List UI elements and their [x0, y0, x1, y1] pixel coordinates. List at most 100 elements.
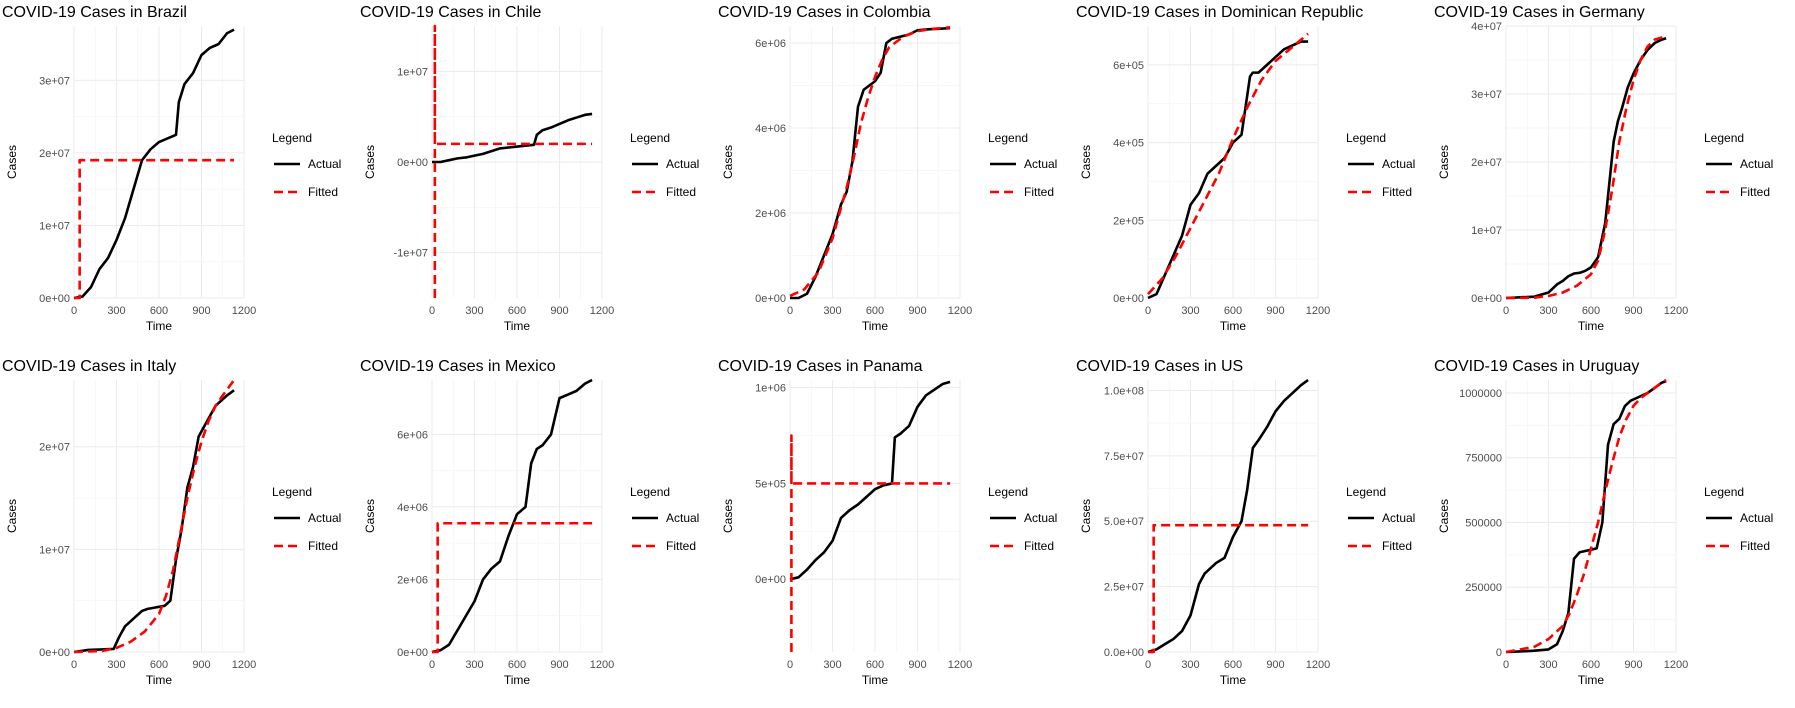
- x-tick-label: 900: [908, 659, 926, 671]
- x-tick-label: 900: [192, 659, 210, 671]
- x-tick-label: 1200: [948, 659, 972, 671]
- legend-label-actual: Actual: [1024, 511, 1057, 525]
- x-tick-label: 300: [1539, 659, 1557, 671]
- series-line-actual: [432, 112, 593, 164]
- y-tick-label: -1e+07: [393, 248, 428, 260]
- x-tick-label: 0: [1145, 659, 1151, 671]
- x-tick-label: 300: [1181, 305, 1199, 317]
- x-tick-label: 600: [150, 659, 168, 671]
- y-tick-label: 3e+07: [1471, 89, 1502, 101]
- legend-label-actual: Actual: [1740, 157, 1773, 171]
- x-axis-label: Time: [1220, 319, 1247, 333]
- legend-label-fitted: Fitted: [1740, 539, 1770, 553]
- series-line-actual: [1505, 380, 1667, 654]
- x-tick-label: 0: [71, 305, 77, 317]
- chart-title: COVID-19 Cases in Colombia: [718, 4, 931, 21]
- series-line-fitted: [74, 158, 235, 300]
- gridlines: [1505, 380, 1677, 653]
- x-tick-label: 300: [107, 305, 125, 317]
- y-tick-label: 4e+06: [755, 123, 786, 135]
- series-line-fitted: [433, 24, 593, 298]
- legend: Legend Actual Fitted: [630, 485, 699, 553]
- chart-title: COVID-19 Cases in Uruguay: [1434, 358, 1639, 375]
- x-tick-label: 1200: [1306, 659, 1330, 671]
- gridlines: [1505, 25, 1677, 299]
- y-tick-label: 250000: [1465, 582, 1502, 594]
- chart-title: COVID-19 Cases in Italy: [2, 358, 176, 375]
- x-tick-label: 900: [192, 305, 210, 317]
- y-tick-label: 500000: [1465, 517, 1502, 529]
- x-tick-label: 300: [107, 659, 125, 671]
- y-tick-label: 3e+07: [39, 75, 70, 87]
- legend-title: Legend: [1346, 131, 1386, 145]
- legend-title: Legend: [272, 131, 312, 145]
- chart-title: COVID-19 Cases in Chile: [360, 4, 542, 21]
- y-tick-label: 0e+00: [755, 293, 786, 305]
- x-tick-label: 1200: [1664, 659, 1688, 671]
- series-line-fitted: [789, 25, 951, 298]
- y-tick-label: 2e+07: [39, 442, 70, 454]
- gridlines: [789, 26, 961, 299]
- x-tick-label: 300: [823, 305, 841, 317]
- gridlines: [73, 380, 245, 653]
- series-line-actual: [789, 380, 951, 581]
- x-tick-label: 900: [1266, 659, 1284, 671]
- y-tick-label: 0e+00: [755, 574, 786, 586]
- legend: Legend Actual Fitted: [272, 131, 341, 199]
- y-axis-label: Cases: [1437, 499, 1451, 533]
- y-tick-label: 6e+05: [1113, 60, 1144, 72]
- y-tick-label: 1.0e+08: [1104, 385, 1144, 397]
- y-tick-label: 0e+00: [39, 647, 70, 659]
- x-tick-label: 300: [823, 659, 841, 671]
- legend: Legend Actual Fitted: [1346, 485, 1415, 553]
- legend-title: Legend: [988, 485, 1028, 499]
- x-tick-label: 1200: [948, 305, 972, 317]
- chart-title: COVID-19 Cases in Brazil: [2, 4, 187, 21]
- series-line-fitted: [790, 434, 951, 652]
- series-line-actual: [1147, 40, 1309, 300]
- chart-panel-covid-19-cases-in-brazil: COVID-19 Cases in Brazil 0 300 600 900 1200 0e…: [2, 4, 341, 333]
- y-tick-label: 1e+07: [39, 544, 70, 556]
- chart-panel-covid-19-cases-in-italy: COVID-19 Cases in Italy 0 300 600 900 1200 0e+…: [2, 358, 341, 687]
- legend-label-fitted: Fitted: [308, 539, 338, 553]
- x-axis-label: Time: [1220, 673, 1247, 687]
- chart-panel-covid-19-cases-in-us: COVID-19 Cases in US 0 300 600 900 1200 0.0e+0…: [1076, 358, 1415, 687]
- x-tick-label: 900: [1266, 305, 1284, 317]
- legend-title: Legend: [272, 485, 312, 499]
- x-tick-label: 0: [71, 659, 77, 671]
- legend-label-fitted: Fitted: [1382, 539, 1412, 553]
- x-tick-label: 600: [1224, 659, 1242, 671]
- x-axis-label: Time: [504, 673, 531, 687]
- chart-title: COVID-19 Cases in Dominican Republic: [1076, 4, 1363, 21]
- y-tick-label: 1e+06: [755, 383, 786, 395]
- chart-panel-covid-19-cases-in-uruguay: COVID-19 Cases in Uruguay 0 300 600 900 1200 0…: [1434, 358, 1773, 687]
- legend-label-fitted: Fitted: [1024, 185, 1054, 199]
- legend-label-fitted: Fitted: [1024, 539, 1054, 553]
- legend-label-actual: Actual: [1740, 511, 1773, 525]
- series-line-fitted: [1147, 32, 1309, 295]
- gridlines: [73, 26, 245, 299]
- series-line-fitted: [1148, 523, 1309, 654]
- series-line-fitted: [1505, 34, 1667, 300]
- legend-label-actual: Actual: [308, 511, 341, 525]
- legend: Legend Actual Fitted: [1704, 485, 1773, 553]
- x-tick-label: 600: [508, 659, 526, 671]
- x-tick-label: 300: [465, 305, 483, 317]
- legend: Legend Actual Fitted: [1704, 131, 1773, 199]
- legend-label-actual: Actual: [308, 157, 341, 171]
- y-tick-label: 0e+00: [1113, 293, 1144, 305]
- series-line-fitted: [1505, 378, 1667, 654]
- gridlines: [789, 380, 961, 652]
- chart-panel-covid-19-cases-in-panama: COVID-19 Cases in Panama 0 300 600 900 1200 0e…: [718, 358, 1057, 687]
- y-axis-label: Cases: [5, 145, 19, 179]
- legend: Legend Actual Fitted: [630, 131, 699, 199]
- chart-title: COVID-19 Cases in Panama: [718, 358, 923, 375]
- y-axis-label: Cases: [1079, 145, 1093, 179]
- y-tick-label: 1e+07: [397, 66, 428, 78]
- chart-title: COVID-19 Cases in Mexico: [360, 358, 556, 375]
- y-axis-label: Cases: [363, 145, 377, 179]
- legend-label-actual: Actual: [666, 511, 699, 525]
- x-tick-label: 0: [1503, 305, 1509, 317]
- legend-title: Legend: [1346, 485, 1386, 499]
- chart-title: COVID-19 Cases in US: [1076, 358, 1243, 375]
